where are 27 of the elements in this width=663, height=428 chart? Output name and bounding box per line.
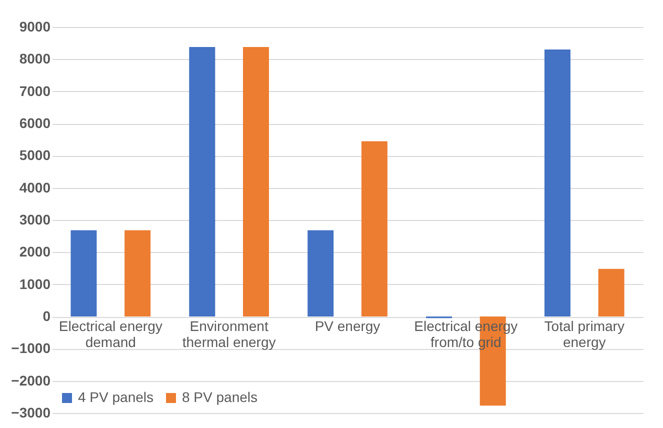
bar xyxy=(70,230,97,316)
y-tick-label: 2000 xyxy=(19,244,51,260)
bar xyxy=(598,268,624,316)
bar xyxy=(361,141,388,316)
x-tick-label: Environment thermal energy xyxy=(182,318,276,350)
y-tick-label: 0 xyxy=(42,308,51,324)
y-tick-label: 8000 xyxy=(19,50,51,67)
legend-label: 4 PV panels xyxy=(78,389,154,405)
bar xyxy=(124,230,151,316)
bar xyxy=(242,46,269,316)
x-tick-label: Electrical energy demand xyxy=(58,318,162,350)
x-tick-label: PV energy xyxy=(314,318,380,334)
bar xyxy=(308,230,334,316)
y-tick-label: 9000 xyxy=(19,18,51,34)
y-tick-label: 1000 xyxy=(19,276,51,292)
y-tick-label: −2000 xyxy=(11,372,51,388)
y-tick-label: 4000 xyxy=(19,179,51,196)
bar xyxy=(189,46,216,316)
y-tick-label: −3000 xyxy=(11,404,51,420)
legend-label: 8 PV panels xyxy=(182,389,258,405)
y-tick-label: 6000 xyxy=(19,115,51,131)
y-tick-label: 5000 xyxy=(19,147,51,164)
x-tick-label: Total primary energy xyxy=(544,318,624,350)
y-tick-label: 3000 xyxy=(19,212,51,228)
y-tick-label: 7000 xyxy=(19,82,51,99)
y-tick-label: −1000 xyxy=(11,340,51,356)
bar xyxy=(544,50,570,316)
